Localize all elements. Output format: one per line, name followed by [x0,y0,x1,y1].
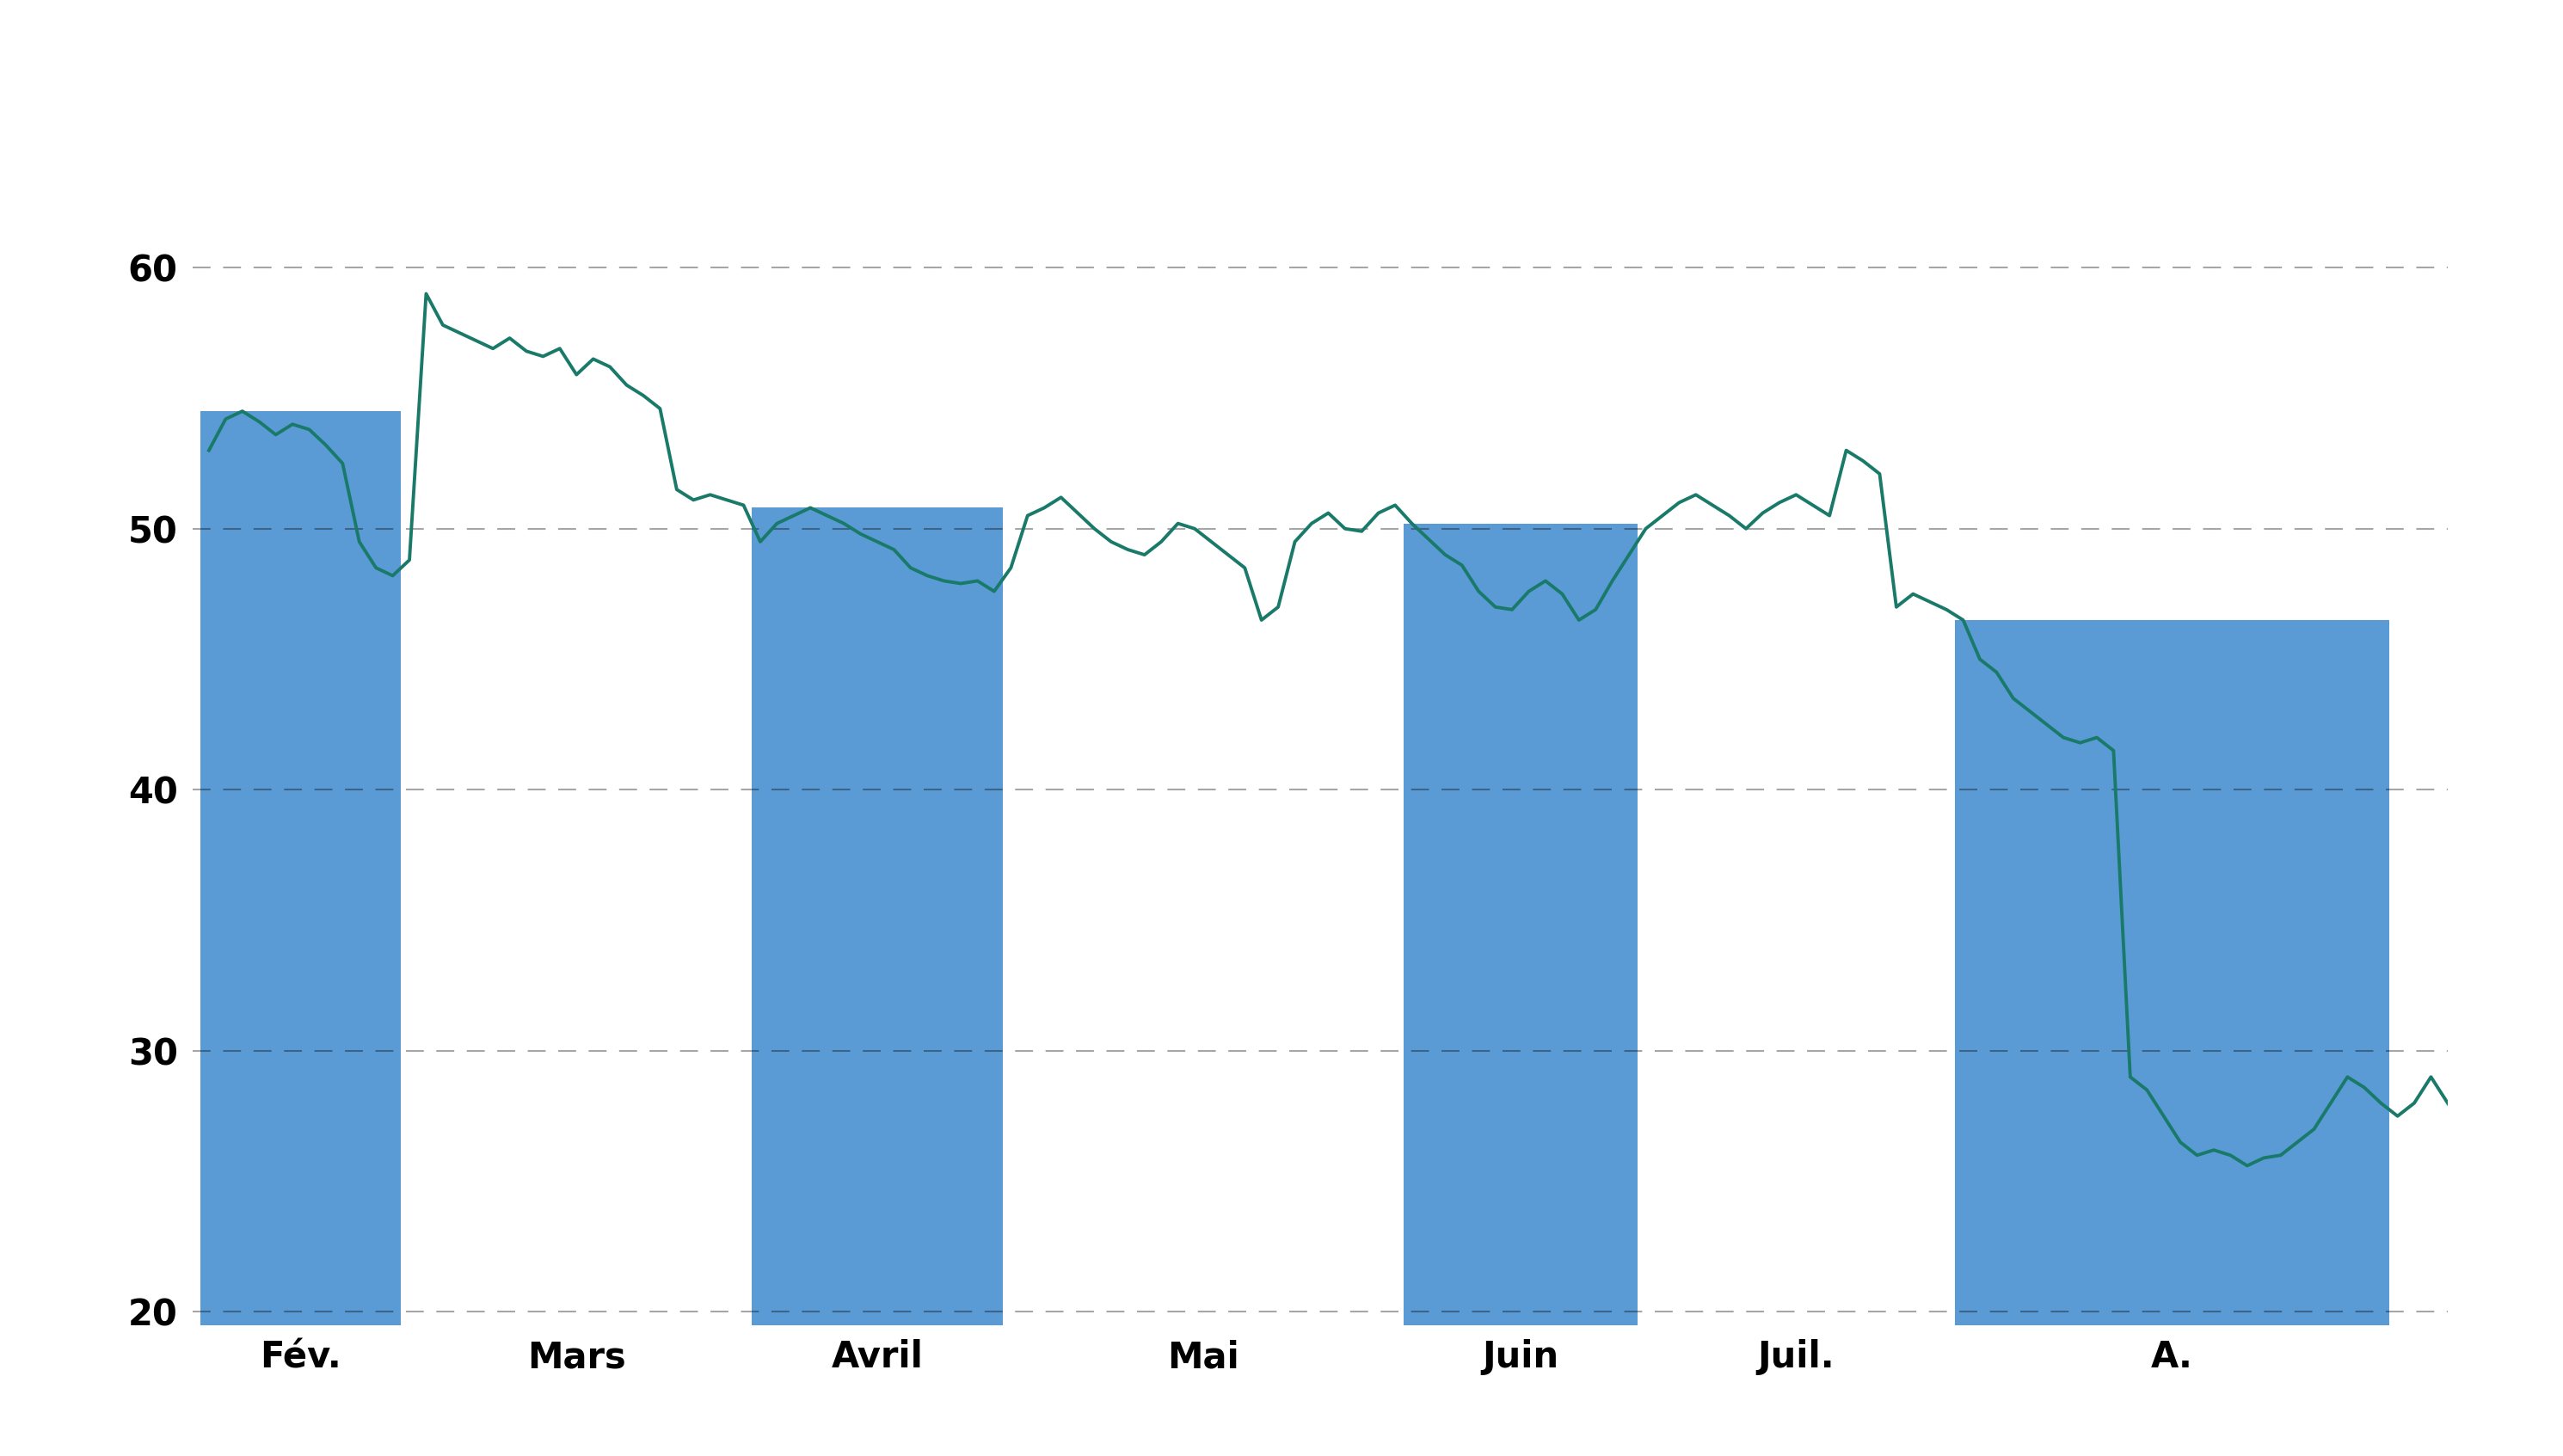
Bar [200,411,400,1325]
Bar [751,508,1002,1325]
Bar [1956,620,2389,1325]
Bar [1405,524,1638,1325]
Text: SMA Solar Technology AG: SMA Solar Technology AG [748,48,1815,119]
